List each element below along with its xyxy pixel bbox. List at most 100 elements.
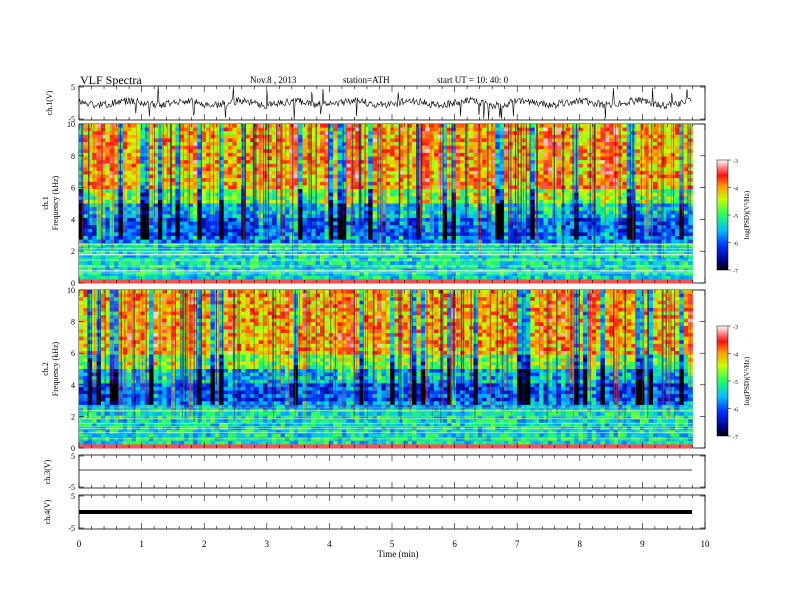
ch1-spectrogram <box>79 124 693 284</box>
spectrogram-cell <box>210 203 216 208</box>
spectrogram-cell <box>666 124 671 129</box>
spectrogram-cell <box>188 163 194 168</box>
spectrogram-cell <box>688 210 693 215</box>
spectrogram-cell <box>381 232 387 237</box>
spectrogram-cell <box>122 178 128 183</box>
spectrogram-cell <box>433 232 439 237</box>
spectrogram-cell <box>604 196 610 201</box>
spectrogram-cell <box>96 243 102 248</box>
spectrogram-cell <box>105 199 111 204</box>
spectrogram-cell <box>451 178 457 183</box>
spectrogram-cell <box>596 138 601 143</box>
spectrogram-cell <box>140 210 146 215</box>
spectrogram-cell <box>219 170 224 175</box>
spectrogram-cell <box>100 174 106 179</box>
spectrogram-cell <box>495 217 501 222</box>
spectrogram-cell <box>429 134 435 139</box>
spectrogram-cell <box>565 232 571 237</box>
spectrogram-cell <box>385 174 391 179</box>
spectrogram-cell <box>495 181 501 186</box>
spectrogram-cell <box>337 196 343 201</box>
spectrogram-cell <box>201 134 207 139</box>
spectrogram-cell <box>192 228 198 233</box>
spectrogram-cell <box>447 239 452 244</box>
spectrogram-cell <box>499 152 505 157</box>
spectrogram-cell <box>258 199 264 204</box>
spectrogram-cell <box>525 225 531 230</box>
spectrogram-cell <box>398 246 404 251</box>
spectrogram-cell <box>302 228 308 233</box>
spectrogram-cell <box>87 124 93 129</box>
spectrogram-cell <box>289 181 295 186</box>
spectrogram-cell <box>333 225 338 230</box>
spectrogram-cell <box>276 221 281 226</box>
spectrogram-cell <box>192 142 198 147</box>
spectrogram-cell <box>162 174 168 179</box>
spectrogram-cell <box>670 239 676 244</box>
spectrogram-cell <box>359 163 365 168</box>
spectrogram-cell <box>289 217 295 222</box>
spectrogram-cell <box>464 138 470 143</box>
spectrogram-cell <box>192 124 198 129</box>
spectrogram-cell <box>306 246 312 251</box>
spectrogram-cell <box>324 232 330 237</box>
spectrogram-cell <box>429 152 435 157</box>
spectrogram-cell <box>552 243 558 248</box>
spectrogram-cell <box>284 192 290 197</box>
spectrogram-cell <box>254 243 260 248</box>
spectrogram-cell <box>271 138 277 143</box>
spectrogram-cell <box>473 163 479 168</box>
spectrogram-cell <box>192 196 198 201</box>
spectrogram-cell <box>530 131 536 136</box>
spectrogram-cell <box>135 149 141 154</box>
spectrogram-cell <box>337 214 343 219</box>
spectrogram-cell <box>87 178 93 183</box>
spectrogram-cell <box>206 207 211 212</box>
spectrogram-cell <box>604 167 610 172</box>
spectrogram-cell <box>302 178 308 183</box>
spectrogram-cell <box>504 236 509 241</box>
spectrogram-cell <box>525 246 531 251</box>
spectrogram-cell <box>276 167 281 172</box>
spectrogram-cell <box>140 167 146 172</box>
spectrogram-cell <box>363 225 369 230</box>
spectrogram-cell <box>495 152 501 157</box>
spectrogram-cell <box>197 217 203 222</box>
spectrogram-cell <box>135 236 141 241</box>
spectrogram-cell <box>276 185 281 190</box>
spectrogram-cell <box>184 138 189 143</box>
spectrogram-cell <box>622 192 628 197</box>
spectrogram-cell <box>543 236 549 241</box>
spectrogram-cell <box>324 185 330 190</box>
spectrogram-cell <box>464 160 470 165</box>
spectrogram-cell <box>184 217 189 222</box>
spectrogram-cell <box>683 138 689 143</box>
spectrogram-cell <box>135 192 141 197</box>
spectrogram-cell <box>556 239 562 244</box>
spectrogram-cell <box>96 170 102 175</box>
spectrogram-cell <box>289 156 295 161</box>
spectrogram-cell <box>604 152 610 157</box>
spectrogram-cell <box>539 207 544 212</box>
spectrogram-cell <box>236 170 242 175</box>
spectrogram-cell <box>227 236 233 241</box>
spectrogram-cell <box>162 163 168 168</box>
spectrogram-cell <box>140 189 146 194</box>
spectrogram-cell <box>569 239 575 244</box>
spectrogram-cell <box>495 239 501 244</box>
spectrogram-cell <box>236 217 242 222</box>
spectrogram-cell <box>372 236 378 241</box>
spectrogram-cell <box>267 124 273 129</box>
spectrogram-cell <box>525 149 531 154</box>
spectrogram-cell <box>175 192 181 197</box>
spectrogram-cell <box>197 174 203 179</box>
spectrogram-cell <box>539 192 544 197</box>
spectrogram-cell <box>547 236 553 241</box>
spectrogram-cell <box>442 134 448 139</box>
spectrogram-cell <box>530 170 536 175</box>
spectrogram-cell <box>359 127 365 132</box>
spectrogram-cell <box>617 239 623 244</box>
spectrogram-cell <box>153 189 159 194</box>
spectrogram-cell <box>210 142 216 147</box>
spectrogram-cell <box>162 178 168 183</box>
